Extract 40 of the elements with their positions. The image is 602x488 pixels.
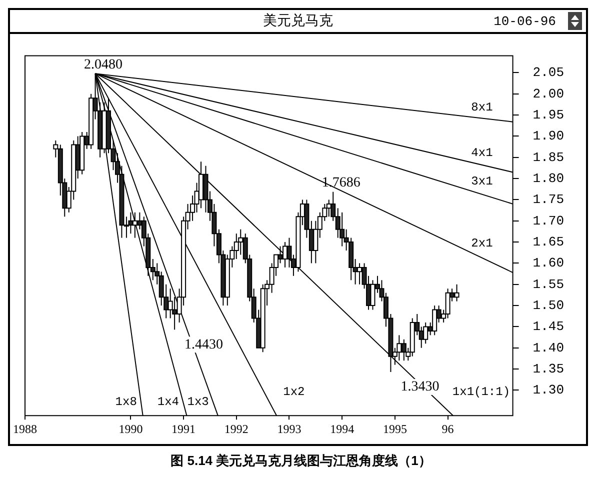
y-tick-label: 1.95 — [532, 108, 564, 122]
y-tick-label: 1.40 — [532, 340, 564, 356]
y-tick-label: 1.55 — [532, 276, 564, 292]
y-tick-label: 1.70 — [532, 213, 564, 228]
series-label: 1x8 — [115, 394, 137, 409]
y-tick-label: 1.75 — [532, 192, 564, 208]
y-tick-label: 1.90 — [532, 128, 564, 144]
y-tick-label: 2.05 — [532, 65, 564, 80]
annotation: 1.4430 — [184, 337, 224, 352]
x-tick-label: 1993 — [277, 422, 302, 436]
text: 10-06-96 — [494, 14, 556, 28]
series-label: 1x1(1:1) — [452, 384, 510, 399]
x-tick-label: 1994 — [330, 422, 354, 436]
caption: 图 5.14 美元兑马克月线图与江恩角度线（1） — [170, 452, 432, 470]
y-tick-label: 1.30 — [532, 382, 564, 398]
series-label: 1x2 — [283, 384, 305, 399]
x-tick-label: 1991 — [172, 422, 196, 436]
y-tick-label: 2.00 — [532, 86, 564, 102]
y-tick-label: 1.35 — [532, 361, 564, 376]
x-tick-label: 1992 — [224, 422, 248, 436]
x-tick-label: 96 — [442, 422, 454, 436]
series-label: 2x1 — [471, 236, 493, 251]
series-label: 1x4 — [157, 394, 179, 409]
annotation: 1.7686 — [322, 176, 360, 191]
y-tick-label: 1.85 — [532, 150, 564, 165]
annotation: 1.3430 — [400, 380, 440, 395]
series-label: 3x1 — [471, 174, 493, 189]
chart-title: 美元兑马克 — [263, 12, 333, 30]
series-label: 8x1 — [471, 100, 493, 114]
y-tick-label: 1.45 — [532, 319, 564, 334]
series-label: 4x1 — [471, 146, 493, 160]
x-tick-label: 1990 — [118, 422, 143, 436]
x-tick-label: 1995 — [382, 422, 407, 436]
y-tick-label: 1.50 — [532, 298, 564, 313]
annotation: 2.0480 — [84, 57, 123, 72]
y-tick-label: 1.80 — [532, 170, 564, 186]
y-tick-label: 1.60 — [532, 256, 564, 271]
x-tick-label: 1988 — [13, 422, 37, 436]
y-tick-label: 1.65 — [532, 234, 564, 250]
series-label: 1x3 — [187, 394, 209, 409]
